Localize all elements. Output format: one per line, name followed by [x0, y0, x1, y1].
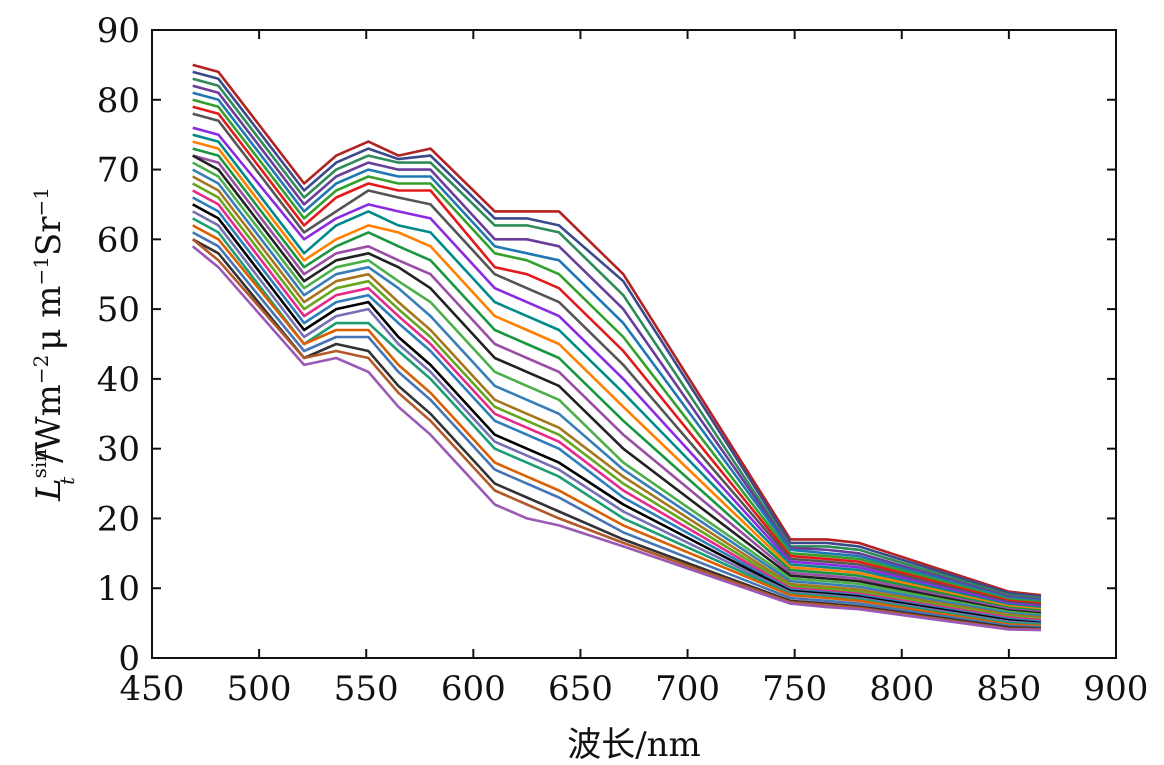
series-line-15: [192, 161, 1042, 616]
series-line-3: [192, 77, 1042, 600]
x-tick-label-600: 600: [441, 669, 506, 709]
y-axis-unit-prefix: /Wm: [29, 384, 69, 463]
series-line-23: [192, 217, 1042, 626]
x-tick-label-700: 700: [655, 669, 720, 709]
tick-layer: 450 500 550 600 650 700 750 800 850 900 0 10 20 30 40 5…: [97, 11, 1149, 709]
y-axis-superscript: sin: [27, 449, 51, 479]
series-line-8: [192, 112, 1042, 607]
y-tick-label-0: 0: [118, 639, 140, 679]
series-line-10: [192, 133, 1042, 610]
plot-frame: [151, 29, 1117, 659]
series-line-4: [192, 84, 1042, 601]
x-axis-title: 波长/nm: [567, 725, 701, 765]
y-tick-label-70: 70: [97, 151, 140, 191]
y-tick-label-10: 10: [97, 569, 140, 609]
y-tick-label-50: 50: [97, 290, 140, 330]
series-line-9: [192, 126, 1042, 608]
series-line-26: [192, 238, 1042, 630]
series-line-7: [192, 105, 1042, 605]
y-tick-label-90: 90: [97, 11, 140, 51]
series-line-1: [192, 63, 1042, 597]
y-tick-label-30: 30: [97, 430, 140, 470]
y-tick-label-80: 80: [97, 81, 140, 121]
y-axis-subscript: t: [55, 476, 79, 485]
y-axis-symbol: L: [29, 478, 69, 502]
y-axis-tail: Sr: [29, 216, 69, 256]
y-tick-label-60: 60: [97, 220, 140, 260]
x-tick-label-450: 450: [120, 669, 185, 709]
series-line-19: [192, 189, 1042, 622]
series-line-24: [192, 224, 1042, 628]
x-tick-label-650: 650: [548, 669, 613, 709]
y-axis-exp3: −1: [29, 187, 53, 216]
series-line-14: [192, 154, 1042, 615]
series-line-21: [192, 203, 1042, 625]
series-line-20: [192, 196, 1042, 623]
series-line-25: [192, 231, 1042, 629]
x-tick-label-500: 500: [227, 669, 292, 709]
x-tick-label-800: 800: [869, 669, 934, 709]
series-line-22: [192, 210, 1042, 626]
y-axis-title: Lsint/Wm−2μ m−1Sr−1: [27, 187, 79, 502]
series-line-12: [192, 147, 1042, 612]
series-line-28: [191, 245, 1042, 632]
y-axis-mid: μ m: [29, 286, 69, 351]
x-tick-label-850: 850: [976, 669, 1041, 709]
series-line-6: [192, 98, 1042, 604]
series-line-2: [192, 70, 1042, 598]
series-line-5: [192, 91, 1042, 603]
series-line-27: [191, 238, 1042, 631]
y-tick-label-40: 40: [97, 360, 140, 400]
y-axis-exp1: −2: [29, 355, 53, 384]
series-line-16: [192, 168, 1042, 618]
series-layer: [191, 63, 1042, 632]
series-line-11: [192, 140, 1042, 611]
x-tick-label-550: 550: [334, 669, 399, 709]
series-line-18: [192, 182, 1042, 621]
series-line-13: [192, 154, 1042, 614]
y-tick-label-20: 20: [97, 499, 140, 539]
x-tick-label-750: 750: [762, 669, 827, 709]
y-axis-exp2: −1: [29, 256, 53, 285]
x-tick-label-900: 900: [1084, 669, 1149, 709]
series-line-17: [192, 175, 1042, 619]
